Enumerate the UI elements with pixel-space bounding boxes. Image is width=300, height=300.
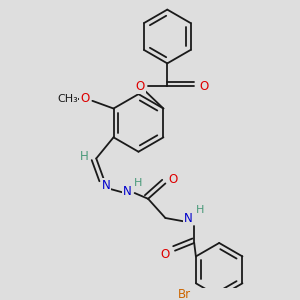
Text: O: O bbox=[161, 248, 170, 261]
Text: H: H bbox=[80, 150, 89, 163]
Text: H: H bbox=[134, 178, 143, 188]
Text: CH₃: CH₃ bbox=[57, 94, 78, 104]
Text: O: O bbox=[168, 173, 178, 186]
Text: N: N bbox=[123, 184, 131, 198]
Text: N: N bbox=[101, 179, 110, 192]
Text: Br: Br bbox=[178, 288, 191, 300]
Text: O: O bbox=[199, 80, 208, 93]
Text: N: N bbox=[184, 212, 193, 224]
Text: O: O bbox=[136, 80, 145, 93]
Text: H: H bbox=[196, 205, 204, 215]
Text: O: O bbox=[80, 92, 89, 105]
